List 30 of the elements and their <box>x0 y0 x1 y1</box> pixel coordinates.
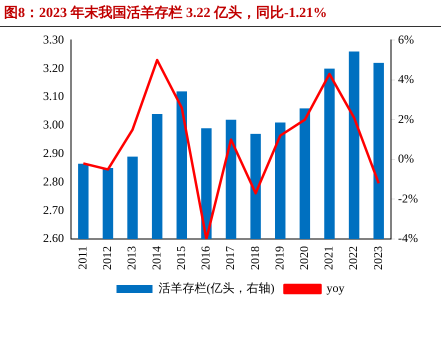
x-tick-label: 2023 <box>370 246 385 270</box>
x-tick-label: 2020 <box>297 246 312 270</box>
x-tick-label: 2018 <box>248 246 262 270</box>
x-tick-label: 2015 <box>174 246 188 270</box>
y2-tick-label: 0% <box>398 152 414 166</box>
x-tick-label: 2022 <box>346 246 360 270</box>
x-tick-label: 2011 <box>75 246 90 270</box>
x-tick-label: 2012 <box>100 246 114 270</box>
y-tick-label: 2.80 <box>43 174 64 188</box>
x-tick-label: 2019 <box>272 246 286 270</box>
y-tick-label: 2.60 <box>43 231 64 246</box>
x-tick-label: 2016 <box>198 246 213 270</box>
y-tick-label: 3.10 <box>43 89 64 104</box>
y-tick-label: 3.00 <box>43 118 64 132</box>
legend-label: 活羊存栏(亿头，右轴) <box>158 281 275 296</box>
x-tick-label: 2013 <box>124 246 139 270</box>
y2-tick-label: -2% <box>398 191 418 206</box>
y2-tick-label: -4% <box>398 231 418 246</box>
y-tick-label: 2.90 <box>43 146 64 160</box>
y2-tick-label: 2% <box>398 112 414 126</box>
y2-tick-label: 4% <box>398 72 414 86</box>
y-tick-label: 2.70 <box>43 202 64 217</box>
chart-title: 图8：2023 年末我国活羊存栏 3.22 亿头，同比-1.21% <box>4 4 328 22</box>
y2-tick-label: 6% <box>398 32 414 46</box>
legend-label: yoy <box>326 281 344 296</box>
x-tick-label: 2017 <box>223 246 238 270</box>
y-tick-label: 3.20 <box>43 60 64 75</box>
y-tick-label: 3.30 <box>43 32 64 46</box>
x-tick-label: 2021 <box>322 246 336 270</box>
x-tick-label: 2014 <box>149 246 164 270</box>
